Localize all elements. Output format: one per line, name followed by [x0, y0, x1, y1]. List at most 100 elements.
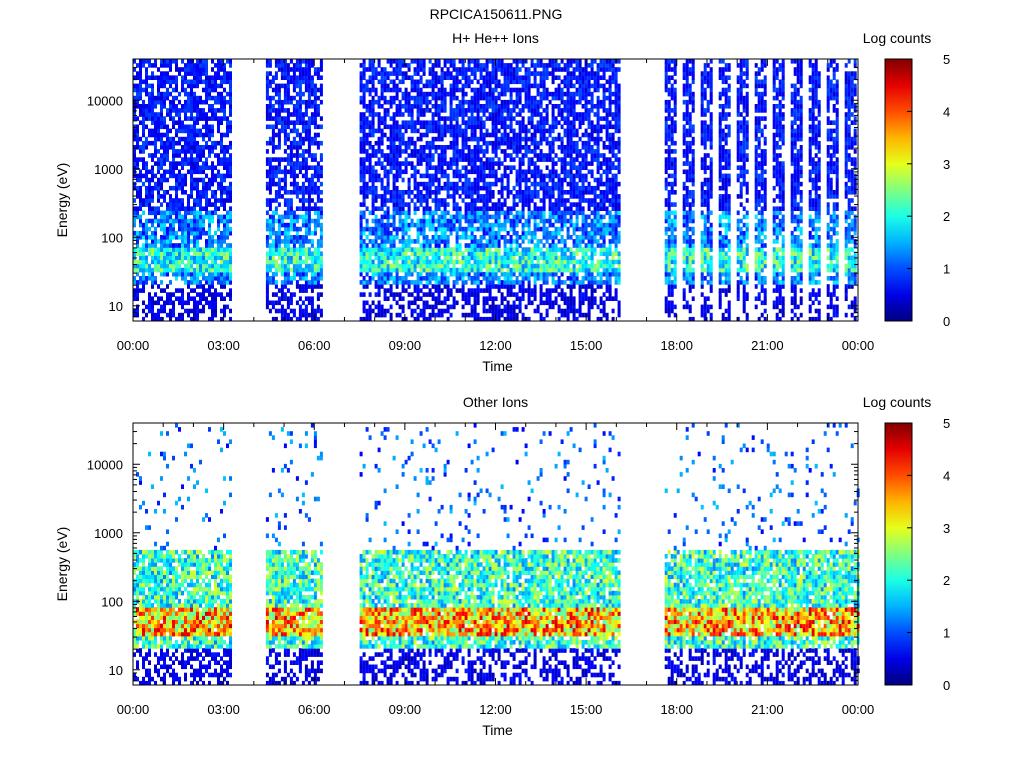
spectrogram-cell: [151, 271, 154, 277]
spectrogram-cell: [190, 71, 193, 76]
spectrogram-cell: [500, 173, 504, 179]
spectrogram-cell: [383, 247, 387, 252]
spectrogram-cell: [422, 308, 426, 314]
spectrogram-cell: [289, 210, 293, 216]
spectrogram-cell: [202, 112, 205, 117]
spectrogram-cell: [271, 292, 275, 297]
spectrogram-cell: [515, 149, 519, 154]
spectrogram-cell: [392, 214, 396, 220]
spectrogram-cell: [145, 59, 148, 64]
spectrogram-cell: [410, 87, 414, 93]
spectrogram-cell: [491, 140, 495, 146]
spectrogram-cell: [196, 292, 199, 297]
spectrogram-cell: [419, 288, 423, 293]
spectrogram-cell: [416, 67, 420, 72]
spectrogram-cell: [503, 132, 507, 138]
spectrogram-cell: [181, 235, 184, 240]
spectrogram-cell: [437, 312, 441, 318]
spectrogram-cell: [452, 259, 456, 265]
spectrogram-cell: [365, 316, 369, 322]
spectrogram-cell: [172, 222, 175, 228]
spectrogram-cell: [307, 210, 311, 216]
spectrogram-cell: [413, 83, 417, 89]
spectrogram-cell: [202, 177, 205, 183]
spectrogram-cell: [482, 91, 486, 97]
spectrogram-cell: [374, 243, 378, 248]
spectrogram-cell: [172, 235, 175, 240]
spectrogram-cell: [410, 251, 414, 256]
spectrogram-cell: [380, 91, 384, 97]
spectrogram-cell: [434, 63, 438, 68]
spectrogram-cell: [187, 218, 190, 224]
spectrogram-cell: [500, 120, 504, 125]
spectrogram-cell: [392, 235, 396, 240]
spectrogram-cell: [169, 165, 172, 170]
spectrogram-cell: [383, 312, 387, 318]
spectrogram-cell: [292, 140, 296, 146]
spectrogram-cell: [404, 255, 408, 261]
spectrogram-cell: [455, 120, 459, 125]
spectrogram-cell: [440, 226, 444, 232]
spectrogram-cell: [482, 169, 486, 175]
spectrogram-cell: [437, 132, 441, 138]
spectrogram-cell: [145, 247, 148, 252]
spectrogram-cell: [193, 316, 196, 322]
spectrogram-cell: [211, 300, 214, 306]
spectrogram-cell: [422, 267, 426, 273]
spectrogram-cell: [419, 280, 423, 285]
spectrogram-cell: [271, 230, 275, 236]
spectrogram-cell: [205, 87, 208, 93]
spectrogram-cell: [401, 91, 405, 97]
spectrogram-cell: [139, 79, 142, 85]
spectrogram-cell: [298, 67, 302, 72]
spectrogram-cell: [395, 95, 399, 101]
spectrogram-cell: [277, 67, 281, 72]
spectrogram-cell: [184, 243, 187, 248]
spectrogram-cell: [226, 190, 229, 195]
spectrogram-cell: [461, 214, 465, 220]
spectrogram-cell: [398, 112, 402, 117]
spectrogram-cell: [208, 136, 211, 142]
spectrogram-cell: [298, 284, 302, 289]
spectrogram-cell: [163, 271, 166, 277]
spectrogram-cell: [280, 271, 284, 277]
spectrogram-cell: [371, 190, 375, 195]
spectrogram-cell: [196, 243, 199, 248]
spectrogram-cell: [422, 255, 426, 261]
spectrogram-cell: [136, 251, 139, 256]
spectrogram-cell: [178, 91, 181, 97]
spectrogram-cell: [169, 185, 172, 191]
spectrogram-cell: [512, 132, 516, 138]
spectrogram-cell: [359, 251, 363, 256]
spectrogram-cell: [229, 247, 232, 252]
spectrogram-cell: [154, 316, 157, 322]
spectrogram-cell: [437, 255, 441, 261]
spectrogram-cell: [404, 218, 408, 224]
spectrogram-cell: [473, 316, 477, 322]
spectrogram-cell: [157, 120, 160, 125]
spectrogram-cell: [184, 67, 187, 72]
spectrogram-cell: [301, 75, 305, 80]
spectrogram-cell: [208, 280, 211, 285]
spectrogram-cell: [319, 75, 323, 80]
spectrogram-cell: [365, 251, 369, 256]
spectrogram-cell: [286, 210, 290, 216]
spectrogram-cell: [280, 108, 284, 113]
spectrogram-cell: [422, 63, 426, 68]
spectrogram-cell: [410, 112, 414, 117]
spectrogram-cell: [485, 104, 489, 109]
spectrogram-cell: [386, 59, 390, 64]
spectrogram-cell: [464, 259, 468, 265]
spectrogram-cell: [491, 276, 495, 281]
spectrogram-cell: [268, 267, 272, 273]
spectrogram-cell: [452, 206, 456, 211]
spectrogram-cell: [485, 190, 489, 195]
spectrogram-cell: [527, 263, 531, 269]
spectrogram-cell: [211, 263, 214, 269]
spectrogram-cell: [286, 230, 290, 236]
spectrogram-cell: [425, 140, 429, 146]
spectrogram-cell: [220, 194, 223, 199]
spectrogram-cell: [316, 280, 320, 285]
spectrogram-cell: [440, 83, 444, 89]
spectrogram-cell: [184, 157, 187, 162]
